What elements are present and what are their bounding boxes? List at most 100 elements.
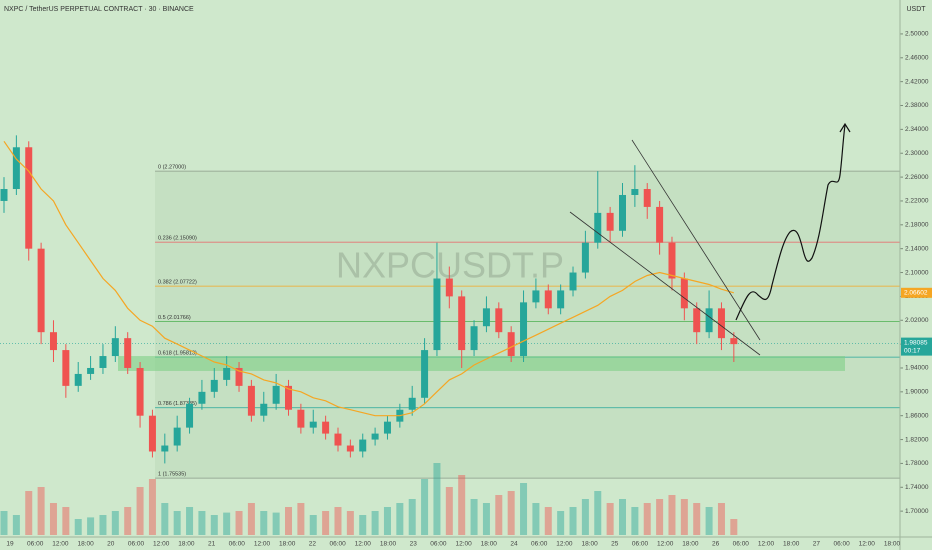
- x-tick-label: 19: [6, 541, 14, 548]
- y-tick-label: 1.90000: [905, 389, 929, 396]
- candle-body: [334, 433, 342, 446]
- x-tick-label: 22: [309, 541, 317, 548]
- volume-bar: [309, 515, 317, 535]
- volume-bar: [717, 503, 725, 535]
- candle-body: [631, 189, 639, 195]
- x-tick-label: 12:00: [355, 541, 372, 548]
- countdown-label: 00:17: [904, 347, 921, 354]
- fib-region: [155, 171, 900, 479]
- candle-body: [569, 272, 577, 291]
- candle-body: [470, 326, 478, 351]
- x-tick-label: 06:00: [833, 541, 850, 548]
- x-tick-label: 12:00: [455, 541, 472, 548]
- projection-arrow: [839, 122, 851, 133]
- volume-bar: [532, 503, 540, 535]
- y-tick-label: 1.70000: [905, 508, 929, 515]
- x-tick-label: 12:00: [859, 541, 876, 548]
- volume-bar: [544, 507, 552, 535]
- volume-bar: [346, 511, 354, 535]
- volume-bar: [371, 511, 379, 535]
- candle-body: [606, 212, 614, 231]
- fib-label: 1 (1.75535): [158, 472, 186, 478]
- volume-bar: [74, 519, 82, 535]
- candle-body: [37, 248, 45, 333]
- y-tick-label: 2.30000: [905, 150, 929, 157]
- ma-price-label: 2.06602: [904, 290, 928, 297]
- volume-bar: [594, 491, 602, 535]
- x-tick-label: 12:00: [52, 541, 69, 548]
- x-tick-label: 20: [107, 541, 115, 548]
- x-tick-label: 26: [712, 541, 720, 548]
- volume-bar: [705, 507, 713, 535]
- candle-body: [495, 308, 503, 333]
- candle-body: [272, 385, 280, 404]
- candle-body: [520, 302, 528, 357]
- y-tick-label: 1.74000: [905, 484, 929, 491]
- y-tick-label: 2.18000: [905, 222, 929, 229]
- candle-body: [693, 308, 701, 333]
- last-price-tag: [901, 337, 932, 356]
- x-tick-label: 12:00: [153, 541, 170, 548]
- volume-bar: [569, 507, 577, 535]
- volume-bar: [285, 507, 293, 535]
- candle-body: [594, 212, 602, 243]
- y-tick-label: 2.42000: [905, 78, 929, 85]
- y-tick-label: 2.34000: [905, 126, 929, 133]
- candle-body: [161, 445, 169, 452]
- x-tick-label: 18:00: [783, 541, 800, 548]
- volume-bar: [173, 511, 181, 535]
- y-tick-label: 2.38000: [905, 102, 929, 109]
- candle-body: [148, 415, 156, 452]
- candle-body: [680, 278, 688, 309]
- candle-body: [557, 290, 565, 309]
- candle-body: [260, 403, 268, 416]
- volume-bar: [643, 503, 651, 535]
- volume-bar: [668, 495, 676, 535]
- volume-bar: [730, 519, 738, 535]
- candle-body: [49, 332, 57, 351]
- y-tick-label: 2.02000: [905, 317, 929, 324]
- candle-body: [532, 290, 540, 303]
- volume-bar: [0, 511, 8, 535]
- candle-body: [717, 308, 725, 339]
- x-tick-label: 06:00: [27, 541, 44, 548]
- candle-body: [173, 427, 181, 446]
- x-tick-label: 06:00: [733, 541, 750, 548]
- volume-bar: [12, 515, 20, 535]
- x-tick-label: 06:00: [531, 541, 548, 548]
- currency: USDT: [906, 6, 926, 13]
- x-tick-label: 25: [611, 541, 619, 548]
- candle-body: [421, 350, 429, 398]
- volume-bar: [619, 499, 626, 535]
- candle-body: [25, 147, 33, 249]
- candle-body: [186, 403, 194, 428]
- x-tick-label: 06:00: [632, 541, 649, 548]
- fib-label: 0.382 (2.07722): [158, 280, 197, 286]
- fib-label: 0.618 (1.95813): [158, 351, 197, 357]
- x-tick-label: 18:00: [77, 541, 94, 548]
- x-tick-label: 18:00: [481, 541, 498, 548]
- x-tick-label: 18:00: [682, 541, 699, 548]
- candle-body: [62, 350, 70, 386]
- fib-label: 0.5 (2.01766): [158, 315, 191, 321]
- candle-body: [643, 189, 651, 207]
- ma-price-tag: [901, 287, 932, 298]
- x-tick-label: 06:00: [430, 541, 447, 548]
- x-tick-label: 18:00: [581, 541, 598, 548]
- candle-body: [458, 296, 466, 351]
- watermark: NXPCUSDT.P: [336, 245, 564, 286]
- volume-bar: [606, 503, 614, 535]
- candle-body: [619, 194, 626, 231]
- candle-body: [581, 242, 589, 273]
- y-tick-label: 2.10000: [905, 269, 929, 276]
- candle-body: [99, 356, 107, 368]
- x-tick-label: 06:00: [329, 541, 346, 548]
- fib-label: 0.786 (1.87335): [158, 401, 197, 407]
- candle-body: [507, 332, 515, 357]
- candle-body: [705, 308, 713, 333]
- trendline: [631, 139, 761, 341]
- volume-bar: [272, 512, 280, 535]
- volume-bar: [433, 463, 441, 535]
- y-tick-label: 2.22000: [905, 198, 929, 205]
